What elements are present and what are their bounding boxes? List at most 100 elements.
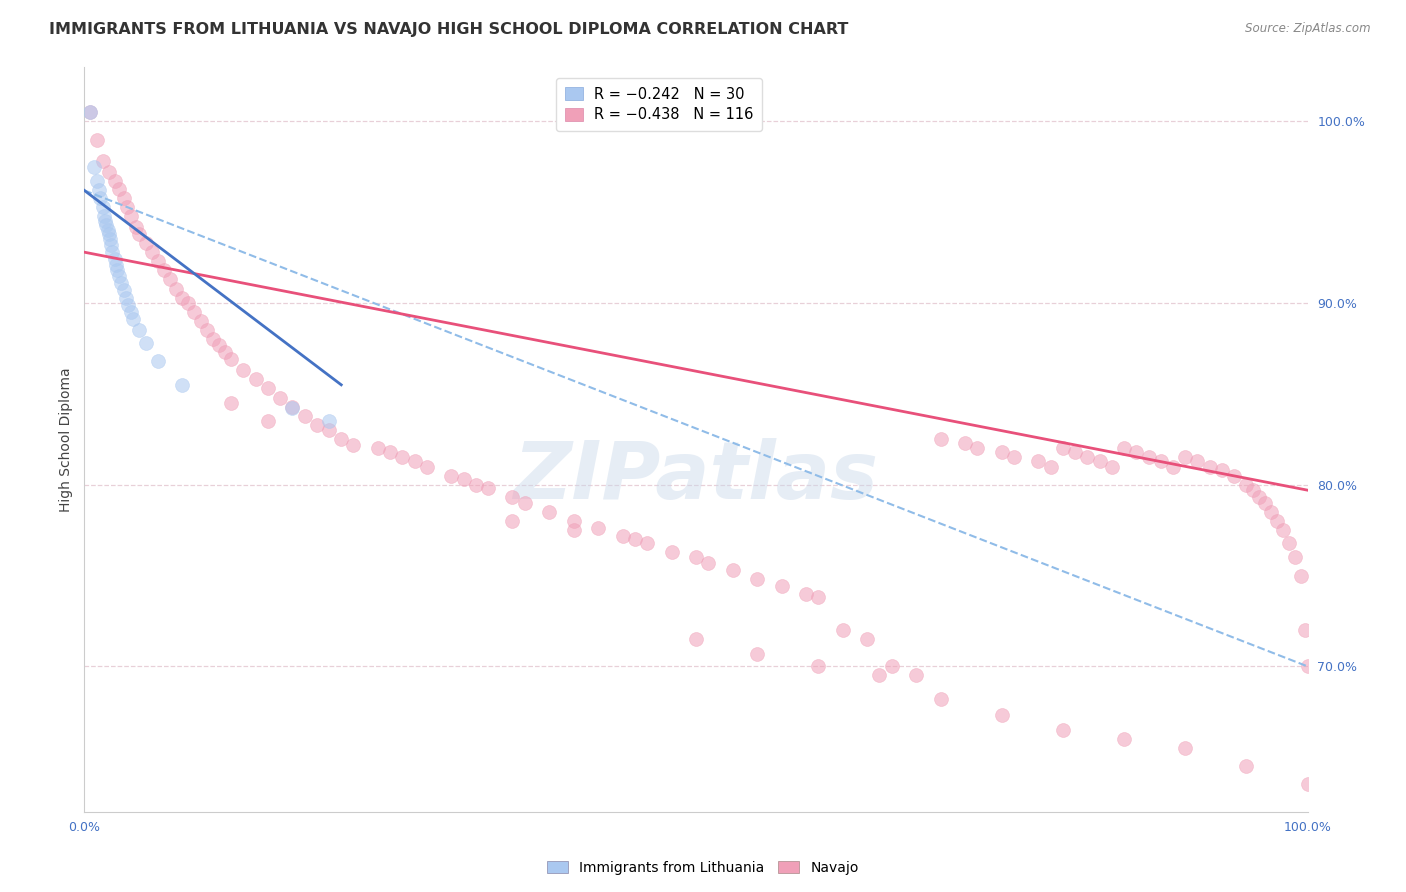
Point [685, 632, 707, 647]
Point [257, 414, 280, 428]
Point [232, 363, 254, 377]
Point [807, 659, 830, 673]
Point [172, 291, 194, 305]
Point [404, 454, 426, 468]
Point [1260, 505, 1282, 519]
Point [97, 165, 120, 179]
Point [195, 323, 218, 337]
Legend: Immigrants from Lithuania, Navajo: Immigrants from Lithuania, Navajo [541, 855, 865, 880]
Point [440, 468, 463, 483]
Point [929, 692, 952, 706]
Point [281, 401, 304, 416]
Point [367, 442, 389, 456]
Point [1028, 454, 1050, 468]
Point [1247, 491, 1270, 505]
Point [1174, 450, 1197, 465]
Point [721, 563, 744, 577]
Point [1296, 659, 1319, 673]
Point [502, 514, 524, 528]
Point [1114, 442, 1136, 456]
Point [128, 323, 150, 337]
Point [257, 381, 280, 395]
Legend: R = −0.242   N = 30, R = −0.438   N = 116: R = −0.242 N = 30, R = −0.438 N = 116 [557, 78, 762, 131]
Text: IMMIGRANTS FROM LITHUANIA VS NAVAJO HIGH SCHOOL DIPLOMA CORRELATION CHART: IMMIGRANTS FROM LITHUANIA VS NAVAJO HIGH… [49, 22, 849, 37]
Point [1101, 459, 1123, 474]
Point [1265, 514, 1288, 528]
Point [905, 668, 928, 682]
Point [165, 281, 187, 295]
Point [453, 472, 475, 486]
Point [586, 521, 609, 535]
Point [107, 268, 129, 283]
Point [245, 372, 267, 386]
Point [477, 481, 499, 495]
Text: Source: ZipAtlas.com: Source: ZipAtlas.com [1246, 22, 1371, 36]
Point [880, 659, 903, 673]
Point [91, 200, 114, 214]
Point [1254, 496, 1277, 510]
Point [1241, 483, 1264, 498]
Point [83, 160, 105, 174]
Point [1052, 723, 1074, 737]
Point [128, 227, 150, 241]
Point [105, 258, 128, 272]
Point [869, 668, 891, 682]
Point [953, 436, 976, 450]
Point [201, 332, 224, 346]
Point [97, 227, 120, 241]
Point [1236, 477, 1258, 491]
Point [141, 245, 163, 260]
Point [831, 623, 853, 637]
Point [89, 191, 111, 205]
Point [1223, 468, 1246, 483]
Point [1137, 450, 1160, 465]
Point [177, 296, 200, 310]
Point [135, 336, 157, 351]
Point [1064, 445, 1087, 459]
Point [685, 550, 707, 565]
Point [612, 528, 634, 542]
Point [538, 505, 561, 519]
Point [318, 423, 340, 437]
Point [991, 708, 1014, 723]
Point [305, 417, 328, 432]
Point [86, 132, 108, 146]
Point [697, 556, 720, 570]
Point [380, 445, 402, 459]
Point [661, 545, 683, 559]
Point [190, 314, 212, 328]
Point [1002, 450, 1025, 465]
Point [87, 183, 110, 197]
Point [966, 442, 988, 456]
Point [1198, 459, 1220, 474]
Point [79, 105, 101, 120]
Point [159, 272, 181, 286]
Point [747, 572, 769, 586]
Point [1125, 445, 1147, 459]
Point [135, 236, 157, 251]
Point [1291, 568, 1313, 582]
Point [115, 200, 138, 214]
Point [153, 263, 176, 277]
Point [125, 219, 148, 234]
Point [79, 105, 101, 120]
Point [120, 209, 142, 223]
Point [318, 414, 340, 428]
Point [807, 591, 830, 605]
Point [1039, 459, 1062, 474]
Point [1296, 777, 1319, 791]
Point [464, 477, 486, 491]
Point [1272, 523, 1295, 537]
Point [269, 391, 291, 405]
Point [104, 174, 127, 188]
Point [208, 338, 231, 352]
Point [747, 647, 769, 661]
Point [636, 536, 658, 550]
Point [1114, 732, 1136, 747]
Point [1211, 463, 1233, 477]
Point [391, 450, 413, 465]
Point [1236, 759, 1258, 773]
Point [91, 154, 114, 169]
Point [562, 514, 585, 528]
Point [929, 433, 952, 447]
